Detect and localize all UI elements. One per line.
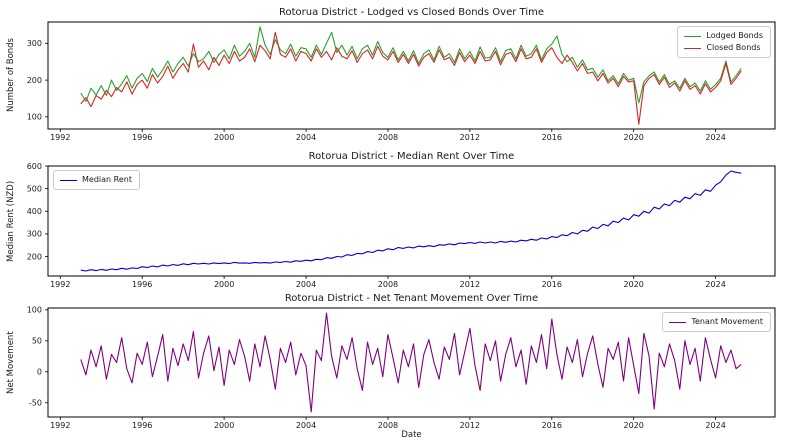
x-tick-label: 1992 [50, 133, 70, 142]
y-tick-label: 50 [32, 337, 42, 346]
median-rent-line-swatch [60, 179, 77, 181]
y-tick-label: 600 [27, 162, 42, 171]
x-tick-label: 2016 [542, 421, 562, 430]
y-tick-label: 100 [27, 306, 42, 315]
x-tick-label: 2008 [378, 280, 398, 289]
tenant-movement-line [80, 312, 742, 413]
x-tick-label: 1992 [50, 280, 70, 289]
legend-label: Median Rent [82, 175, 132, 184]
x-tick-label: 2016 [542, 133, 562, 142]
legend-label: Closed Bonds [706, 43, 761, 52]
y-tick-label: 300 [27, 39, 42, 48]
x-tick-label: 1996 [132, 421, 152, 430]
x-tick-label: 2024 [705, 133, 725, 142]
x-tick-label: 2020 [624, 133, 644, 142]
closed-bonds-line-swatch [684, 47, 702, 49]
tenant-movement-line-swatch [669, 321, 687, 323]
x-tick-label: 2012 [460, 421, 480, 430]
closed-bonds-line [80, 31, 742, 125]
x-tick-label: 2004 [296, 421, 316, 430]
median-rent-line [80, 170, 742, 272]
x-tick-label: 2000 [214, 133, 234, 142]
y-tick-label: 300 [27, 230, 42, 239]
x-tick-label: 2000 [214, 280, 234, 289]
legend-item-median-rent: Median Rent [60, 174, 132, 186]
x-tick-label: 2004 [296, 133, 316, 142]
x-tick-label: 2004 [296, 280, 316, 289]
legend-rent: Median Rent [53, 170, 140, 190]
y-tick-label: 200 [27, 76, 42, 85]
y-tick-label: 500 [27, 184, 42, 193]
axes-box [47, 165, 776, 277]
lodged-bonds-line [80, 26, 742, 104]
x-tick-label: 2016 [542, 280, 562, 289]
x-tick-label: 2008 [378, 133, 398, 142]
x-tick-label: 1996 [132, 280, 152, 289]
x-tick-label: 2008 [378, 421, 398, 430]
y-tick-label: 100 [27, 113, 42, 122]
chart-movement-title: Rotorua District - Net Tenant Movement O… [284, 293, 539, 304]
xlabel-date: Date [401, 430, 422, 440]
axes-box [47, 307, 776, 418]
y-tick-label: 0 [37, 368, 42, 377]
legend-item-closed-bonds: Closed Bonds [684, 42, 763, 54]
x-tick-label: 1992 [50, 421, 70, 430]
x-tick-label: 1996 [132, 133, 152, 142]
legend-label: Tenant Movement [691, 317, 763, 326]
x-tick-label: 2020 [624, 280, 644, 289]
x-tick-label: 2000 [214, 421, 234, 430]
x-tick-label: 2024 [705, 280, 725, 289]
chart-rent-title: Rotorua District - Median Rent Over Time [308, 151, 515, 162]
x-tick-label: 2024 [705, 421, 725, 430]
x-tick-label: 2012 [460, 133, 480, 142]
x-tick-label: 2020 [624, 421, 644, 430]
legend-item-tenant-movement: Tenant Movement [669, 316, 763, 328]
legend-item-lodged-bonds: Lodged Bonds [684, 30, 763, 42]
axes-box [47, 21, 776, 130]
legend-bonds: Lodged Bonds Closed Bonds [677, 26, 771, 58]
legend-movement: Tenant Movement [662, 312, 771, 332]
y-tick-label: 400 [27, 207, 42, 216]
legend-label: Lodged Bonds [706, 31, 763, 40]
chart-bonds-title: Rotorua District - Lodged vs Closed Bond… [278, 7, 544, 18]
lodged-bonds-line-swatch [684, 35, 702, 37]
y-tick-label: -50 [29, 399, 42, 408]
x-tick-label: 2012 [460, 280, 480, 289]
y-tick-label: 200 [27, 252, 42, 261]
